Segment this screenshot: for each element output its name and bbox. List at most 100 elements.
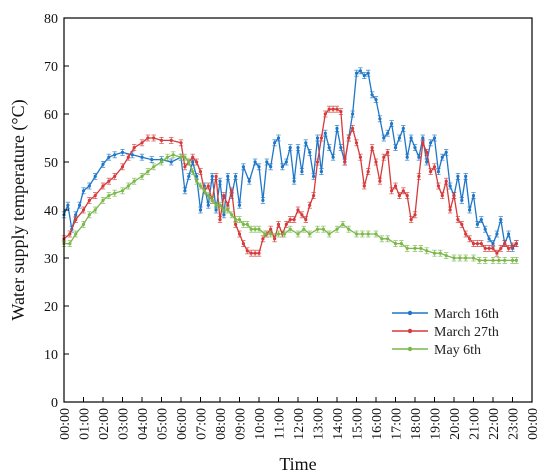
data-point bbox=[210, 198, 214, 202]
legend-item: March 16th bbox=[392, 307, 499, 322]
y-tick-label: 0 bbox=[51, 396, 58, 411]
data-point bbox=[514, 258, 519, 262]
data-point bbox=[93, 174, 97, 178]
x-tick-label: 19:00 bbox=[429, 408, 444, 440]
data-point bbox=[499, 246, 503, 250]
data-point bbox=[296, 208, 300, 212]
legend-marker bbox=[407, 346, 413, 352]
data-point bbox=[405, 155, 409, 159]
data-point bbox=[214, 208, 218, 212]
data-point bbox=[87, 184, 91, 188]
data-point bbox=[218, 179, 222, 183]
data-point bbox=[362, 74, 366, 78]
data-point bbox=[335, 227, 339, 231]
series-0 bbox=[61, 67, 519, 252]
data-point bbox=[319, 170, 323, 174]
x-tick-label: 11:00 bbox=[273, 408, 288, 439]
data-point bbox=[468, 237, 472, 241]
data-point bbox=[146, 136, 150, 140]
data-point bbox=[198, 170, 203, 174]
data-point bbox=[101, 162, 105, 166]
data-point bbox=[487, 246, 491, 250]
data-point bbox=[444, 254, 448, 258]
data-point bbox=[341, 222, 345, 226]
data-point bbox=[471, 242, 476, 246]
data-point bbox=[417, 155, 421, 159]
data-point bbox=[130, 153, 134, 157]
data-point bbox=[68, 232, 72, 236]
data-point bbox=[282, 232, 286, 236]
y-tick-label: 50 bbox=[44, 156, 58, 171]
data-point bbox=[475, 222, 479, 226]
x-tick-label: 15:00 bbox=[351, 408, 366, 440]
data-point bbox=[152, 136, 156, 140]
data-point bbox=[510, 244, 515, 248]
data-point bbox=[269, 227, 273, 231]
data-point bbox=[460, 222, 464, 226]
data-point bbox=[120, 189, 125, 193]
y-tick-label: 40 bbox=[44, 204, 58, 219]
x-tick-label: 12:00 bbox=[292, 408, 307, 440]
data-point bbox=[308, 150, 312, 154]
data-point bbox=[126, 184, 130, 188]
data-point bbox=[475, 242, 479, 246]
data-point bbox=[276, 136, 281, 140]
data-point bbox=[120, 150, 125, 154]
data-point bbox=[187, 174, 191, 178]
data-point bbox=[374, 232, 378, 236]
data-point bbox=[68, 242, 72, 246]
data-point bbox=[179, 141, 183, 145]
data-point bbox=[284, 222, 288, 226]
data-point bbox=[393, 146, 398, 150]
data-point bbox=[464, 256, 468, 260]
data-point bbox=[276, 232, 281, 236]
data-point bbox=[331, 107, 335, 111]
data-point bbox=[503, 258, 507, 262]
data-point bbox=[425, 160, 429, 164]
x-tick-label: 09:00 bbox=[234, 408, 249, 440]
x-axis-title: Time bbox=[279, 454, 316, 474]
data-point bbox=[296, 146, 300, 150]
data-point bbox=[491, 242, 495, 246]
data-point bbox=[280, 165, 284, 169]
data-point bbox=[93, 194, 97, 198]
data-point bbox=[261, 198, 265, 202]
data-point bbox=[261, 237, 265, 241]
data-point bbox=[421, 141, 425, 145]
x-tick-label: 13:00 bbox=[312, 408, 327, 440]
data-point bbox=[169, 138, 173, 142]
data-point bbox=[288, 227, 292, 231]
data-point bbox=[331, 155, 335, 159]
data-point bbox=[497, 258, 501, 262]
data-point bbox=[401, 126, 405, 130]
data-point bbox=[401, 189, 405, 193]
data-point bbox=[382, 155, 386, 159]
data-point bbox=[370, 146, 374, 150]
data-point bbox=[339, 146, 343, 150]
data-point bbox=[171, 153, 175, 157]
data-point bbox=[237, 232, 242, 236]
series-line bbox=[63, 108, 517, 255]
data-point bbox=[374, 160, 378, 164]
data-point bbox=[510, 258, 515, 262]
data-point bbox=[179, 155, 183, 159]
data-point bbox=[87, 213, 91, 217]
data-point bbox=[483, 227, 487, 231]
data-point bbox=[425, 150, 429, 154]
data-point bbox=[366, 232, 370, 236]
data-point bbox=[276, 222, 281, 226]
data-point bbox=[487, 237, 491, 241]
data-point bbox=[74, 213, 78, 217]
legend: March 16th March 27th May 6th bbox=[392, 307, 499, 358]
data-point bbox=[440, 155, 444, 159]
data-point bbox=[432, 165, 437, 169]
x-tick-label: 00:00 bbox=[58, 408, 73, 440]
data-point bbox=[409, 218, 413, 222]
data-point bbox=[218, 218, 222, 222]
data-point bbox=[343, 160, 347, 164]
data-point bbox=[107, 194, 111, 198]
x-tick-label: 14:00 bbox=[331, 408, 346, 440]
data-point bbox=[380, 237, 384, 241]
legend-label: March 16th bbox=[434, 307, 499, 322]
data-point bbox=[315, 136, 320, 140]
